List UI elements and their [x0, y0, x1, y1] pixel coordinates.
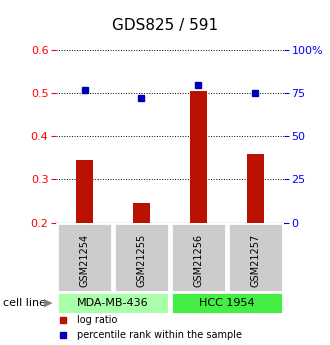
Text: GDS825 / 591: GDS825 / 591 — [112, 18, 218, 33]
Bar — [171, 292, 283, 314]
Text: GSM21257: GSM21257 — [250, 234, 260, 287]
Bar — [247, 154, 264, 223]
Bar — [76, 160, 93, 223]
Text: percentile rank within the sample: percentile rank within the sample — [77, 331, 242, 341]
Bar — [190, 91, 207, 223]
Bar — [114, 223, 169, 292]
Text: GSM21256: GSM21256 — [193, 234, 203, 287]
Text: HCC 1954: HCC 1954 — [199, 298, 255, 308]
Text: ▶: ▶ — [44, 298, 52, 308]
Text: MDA-MB-436: MDA-MB-436 — [77, 298, 149, 308]
Bar — [57, 292, 169, 314]
Text: cell line: cell line — [3, 298, 46, 308]
Text: log ratio: log ratio — [77, 315, 117, 325]
Bar — [133, 203, 150, 223]
Bar — [57, 223, 112, 292]
Bar — [228, 223, 283, 292]
Text: GSM21255: GSM21255 — [137, 234, 147, 287]
Text: GSM21254: GSM21254 — [80, 234, 89, 287]
Bar — [171, 223, 226, 292]
